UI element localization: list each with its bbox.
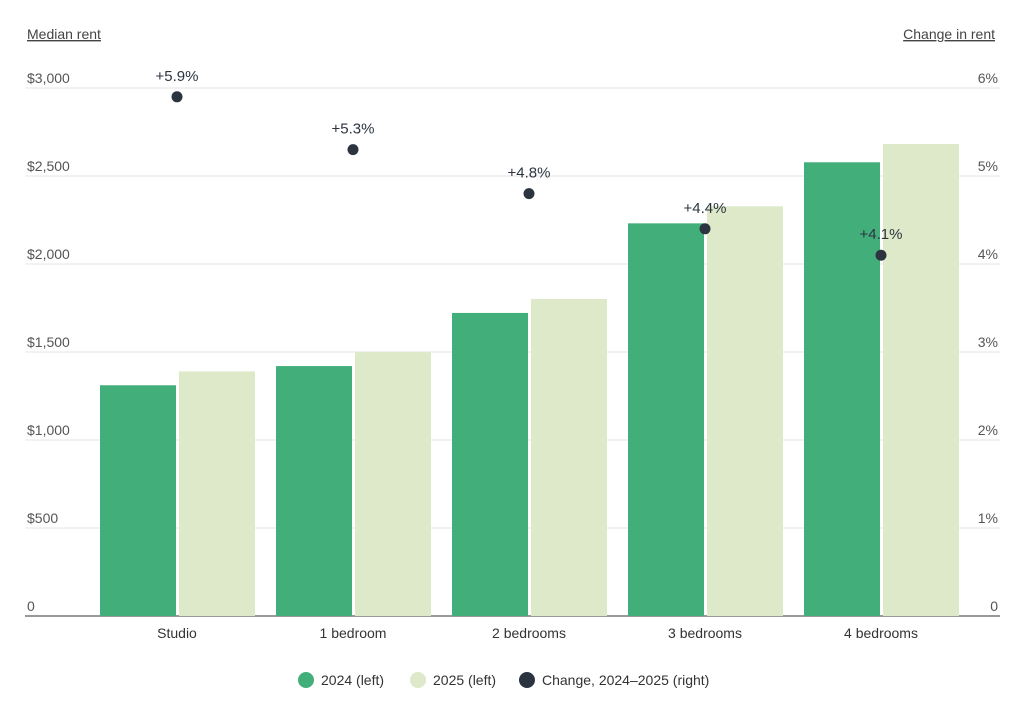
- left-tick-label: $500: [27, 510, 58, 526]
- right-tick-label: 3%: [978, 334, 998, 350]
- legend-swatch: [410, 672, 426, 688]
- bar-2025: [531, 299, 607, 616]
- left-tick-label: 0: [27, 598, 35, 614]
- bar-2024: [100, 385, 176, 616]
- right-tick-label: 1%: [978, 510, 998, 526]
- legend-label: Change, 2024–2025 (right): [542, 672, 709, 688]
- category-label: Studio: [157, 625, 197, 641]
- bar-2024: [276, 366, 352, 616]
- category-label: 3 bedrooms: [668, 625, 742, 641]
- category-label: 2 bedrooms: [492, 625, 566, 641]
- right-axis-title: Change in rent: [903, 26, 995, 42]
- bar-2025: [883, 143, 959, 616]
- legend-label: 2025 (left): [433, 672, 496, 688]
- category-label: 1 bedroom: [320, 625, 387, 641]
- left-axis-title: Median rent: [27, 26, 101, 42]
- change-dot: [875, 249, 887, 261]
- change-dot: [171, 91, 183, 103]
- legend-swatch: [519, 672, 535, 688]
- legend-swatch: [298, 672, 314, 688]
- category-label: 4 bedrooms: [844, 625, 918, 641]
- bar-2024: [628, 223, 704, 616]
- bar-2025: [179, 371, 255, 616]
- left-tick-label: $1,000: [27, 422, 70, 438]
- change-data-label: +4.1%: [860, 226, 903, 243]
- change-dot: [523, 188, 535, 200]
- right-tick-label: 4%: [978, 246, 998, 262]
- left-tick-label: $1,500: [27, 334, 70, 350]
- change-data-label: +5.9%: [156, 68, 199, 85]
- legend-label: 2024 (left): [321, 672, 384, 688]
- left-tick-label: $2,000: [27, 246, 70, 262]
- bar-2024: [452, 312, 528, 616]
- change-data-label: +4.8%: [508, 165, 551, 182]
- bar-2024: [804, 162, 880, 616]
- bar-2025: [355, 352, 431, 616]
- bar-2025: [707, 206, 783, 616]
- left-tick-label: $3,000: [27, 70, 70, 86]
- left-tick-label: $2,500: [27, 158, 70, 174]
- right-tick-label: 5%: [978, 158, 998, 174]
- change-data-label: +5.3%: [332, 121, 375, 138]
- change-dot: [699, 223, 711, 235]
- right-tick-label: 2%: [978, 422, 998, 438]
- right-tick-label: 6%: [978, 70, 998, 86]
- change-dot: [347, 144, 359, 156]
- right-tick-label: 0: [990, 598, 998, 614]
- change-data-label: +4.4%: [684, 200, 727, 217]
